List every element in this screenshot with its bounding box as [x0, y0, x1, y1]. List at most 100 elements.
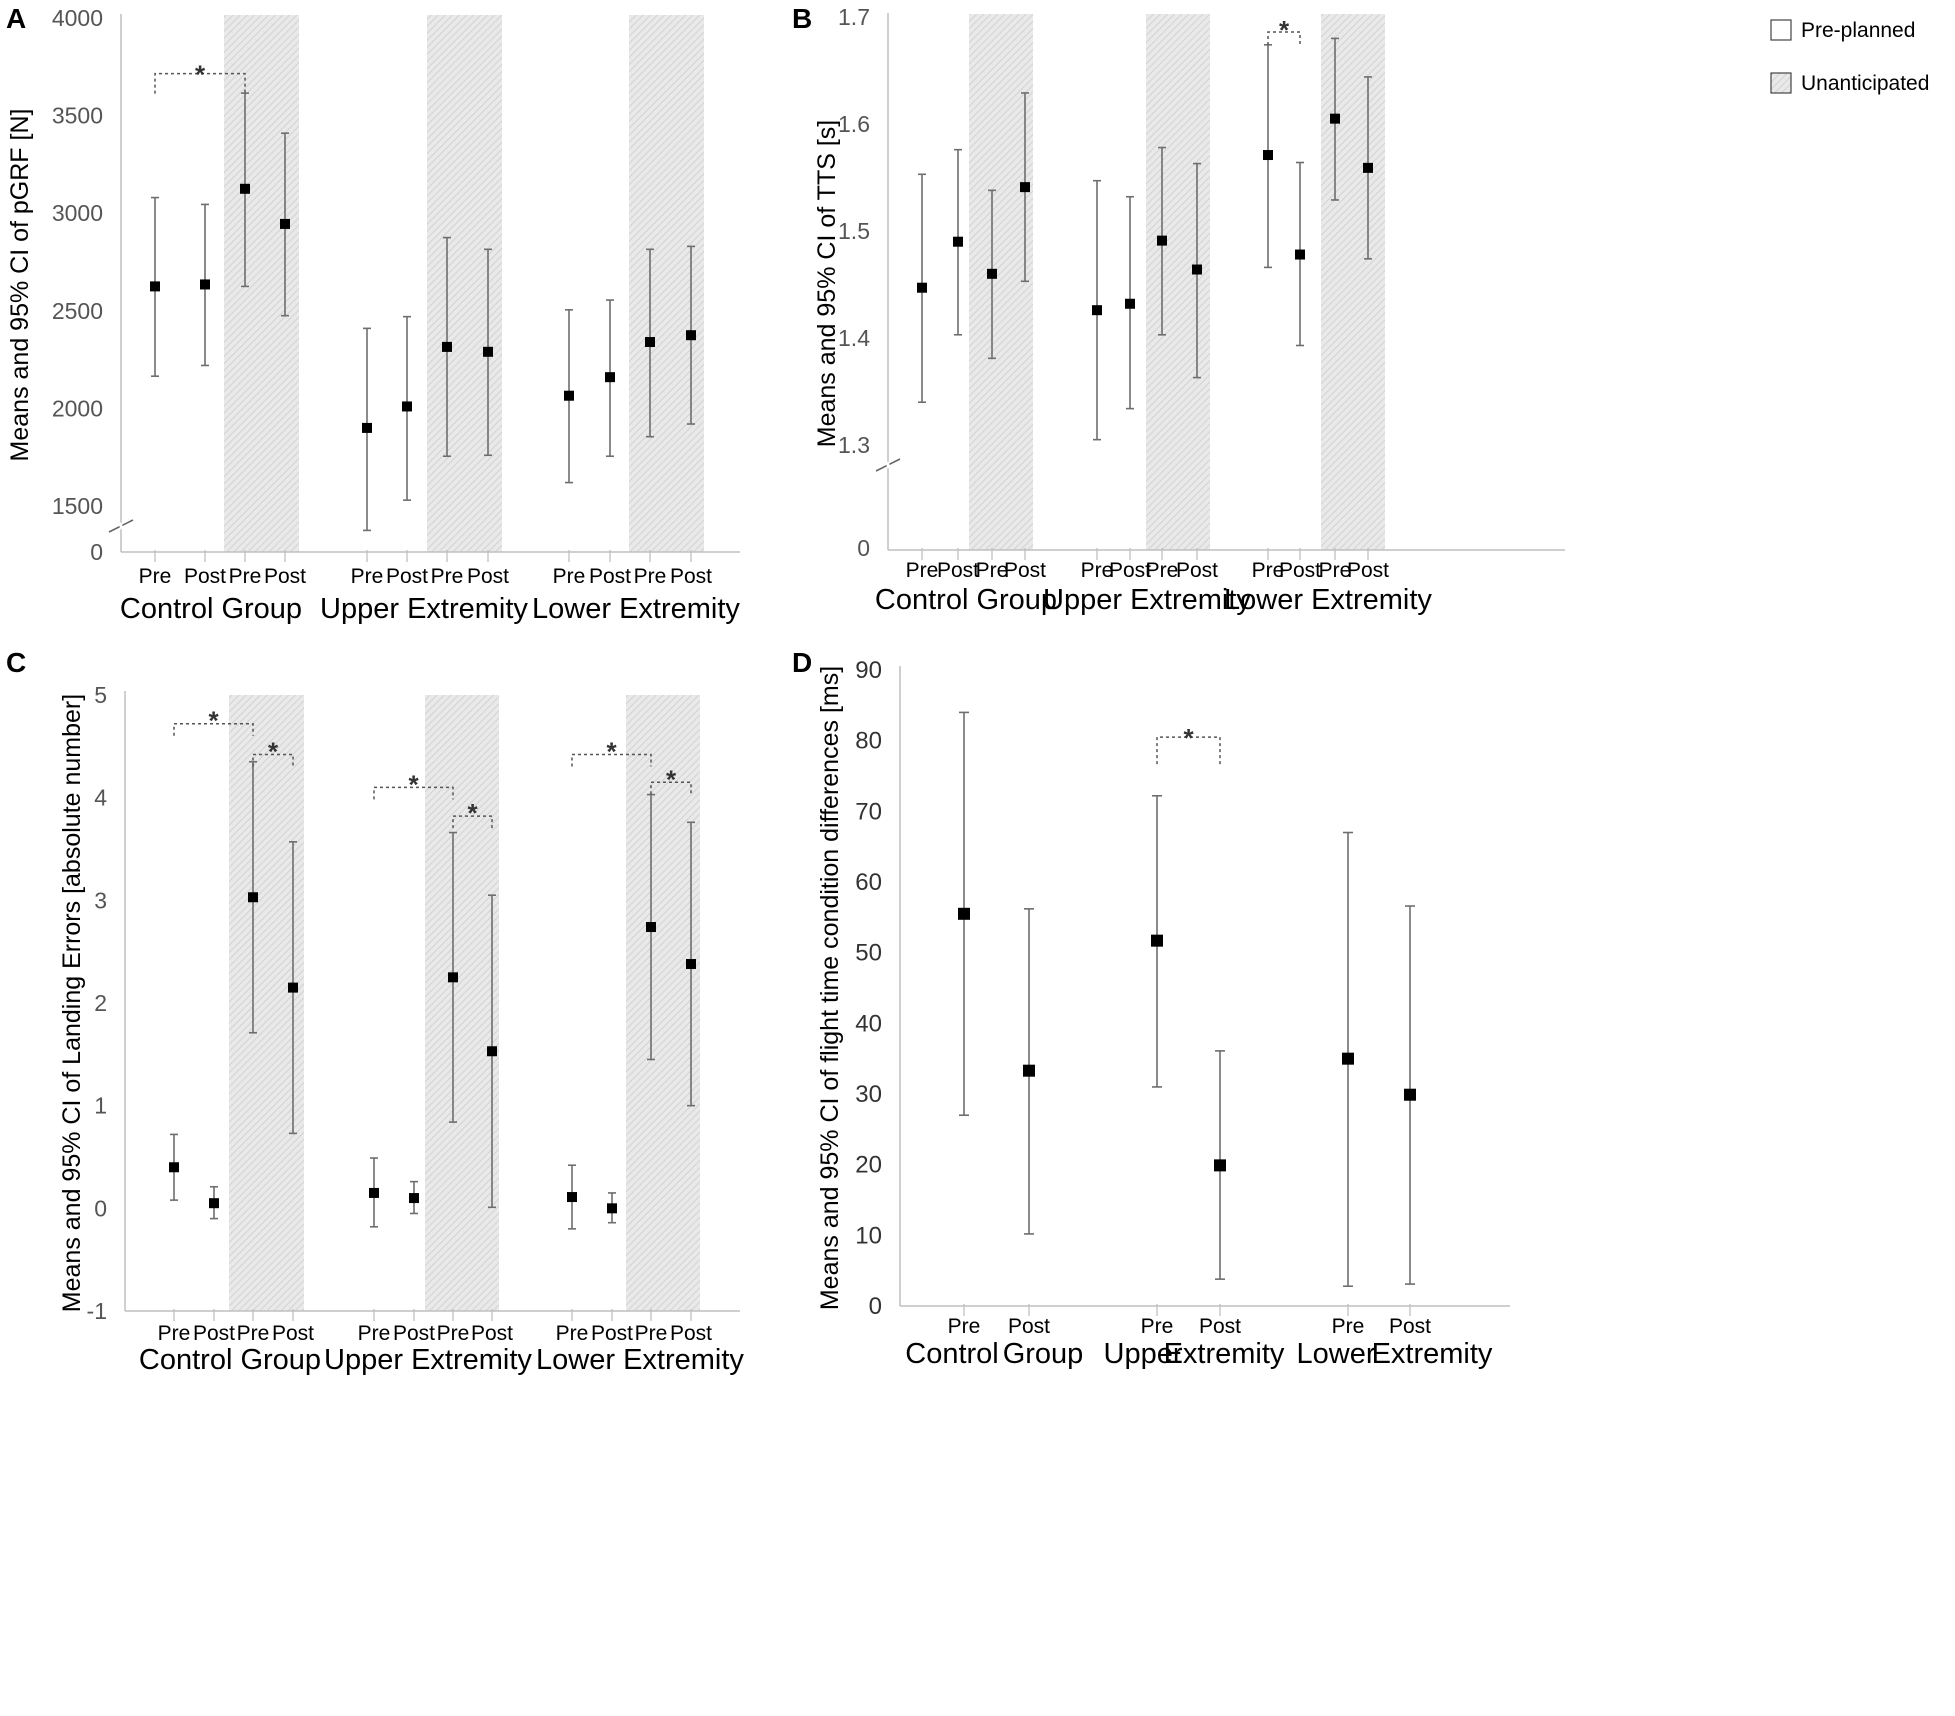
- x-category-label: Post: [272, 1322, 314, 1345]
- x-group-label: Group: [1003, 1338, 1084, 1370]
- y-tick-label: 3: [94, 887, 107, 913]
- mean-marker: [646, 922, 656, 933]
- x-group-label: Upper Extremity: [1043, 584, 1251, 616]
- x-category-label: Pre: [553, 565, 586, 588]
- unanticipated-shade: [626, 695, 700, 1311]
- x-group-label: Extremity: [1164, 1338, 1285, 1370]
- y-tick-label: 1.6: [838, 111, 870, 137]
- unanticipated-shade: [1146, 14, 1210, 550]
- significance-star: *: [408, 769, 419, 799]
- y-tick-label: 30: [855, 1081, 882, 1108]
- x-category-label: Post: [1199, 1315, 1241, 1338]
- x-group-label: Control Group: [139, 1344, 321, 1376]
- unanticipated-shade: [229, 695, 304, 1311]
- x-category-label: Post: [1347, 559, 1389, 582]
- mean-marker: [200, 279, 210, 290]
- mean-marker: [605, 372, 615, 383]
- mean-marker: [1157, 235, 1167, 246]
- y-tick-label: 2: [94, 990, 107, 1016]
- mean-marker: [958, 907, 970, 920]
- legend-label: Unanticipated: [1801, 72, 1929, 95]
- mean-marker: [1151, 934, 1163, 947]
- x-category-label: Pre: [437, 1322, 470, 1345]
- significance-star: *: [195, 60, 206, 90]
- x-category-label: Pre: [139, 565, 172, 588]
- y-tick-label: 40: [855, 1010, 882, 1037]
- x-category-label: Pre: [237, 1322, 270, 1345]
- x-category-label: Post: [1004, 559, 1046, 582]
- x-group-label: Lower Extremity: [1224, 584, 1432, 616]
- significance-bracket: [154, 72, 246, 94]
- mean-marker: [1295, 249, 1305, 260]
- y-tick-label: 4: [94, 785, 107, 811]
- x-group-label: Upper Extremity: [324, 1344, 532, 1376]
- x-category-label: Pre: [1146, 559, 1179, 582]
- panel-letter: D: [792, 647, 812, 678]
- mean-marker: [1342, 1052, 1354, 1065]
- y-tick-label: 1: [94, 1093, 107, 1119]
- x-category-label: Post: [1389, 1315, 1431, 1338]
- panel-letter: C: [6, 647, 26, 678]
- x-category-label: Post: [184, 565, 226, 588]
- x-group-label: Control Group: [120, 593, 302, 625]
- x-category-label: Pre: [1332, 1315, 1365, 1338]
- significance-star: *: [208, 706, 219, 736]
- x-group-label: Upper: [1104, 1338, 1183, 1370]
- mean-marker: [169, 1162, 179, 1173]
- legend-swatch-preplanned: [1770, 19, 1792, 41]
- x-category-label: Post: [467, 565, 509, 588]
- y-tick-label: -1: [87, 1298, 107, 1324]
- x-category-label: Pre: [556, 1322, 589, 1345]
- y-tick-label: 50: [855, 940, 882, 967]
- mean-marker: [248, 892, 258, 903]
- y-tick-label: 80: [855, 728, 882, 755]
- y-tick-label: 5: [94, 682, 107, 708]
- unanticipated-shade: [1321, 14, 1385, 550]
- axis-break-gap: [118, 522, 124, 530]
- y-tick-label: 1.5: [838, 218, 870, 244]
- mean-marker: [448, 972, 458, 983]
- y-tick-label: 4000: [52, 5, 103, 31]
- mean-marker: [1263, 150, 1273, 161]
- significance-bracket: [452, 815, 493, 829]
- y-tick-label: 3000: [52, 200, 103, 226]
- x-category-label: Pre: [1081, 559, 1114, 582]
- y-tick-label: 10: [855, 1222, 882, 1249]
- y-tick-label: 2000: [52, 395, 103, 421]
- significance-bracket: [252, 753, 294, 767]
- mean-marker: [409, 1193, 419, 1204]
- mean-marker: [1404, 1088, 1416, 1101]
- x-category-label: Post: [937, 559, 979, 582]
- x-group-label: Lower: [1297, 1338, 1376, 1370]
- x-category-label: Post: [193, 1322, 235, 1345]
- mean-marker: [1125, 298, 1135, 309]
- x-category-label: Post: [393, 1322, 435, 1345]
- x-category-label: Post: [1109, 559, 1151, 582]
- x-category-label: Post: [471, 1322, 513, 1345]
- y-tick-label: 1.3: [838, 432, 870, 458]
- mean-marker: [917, 282, 927, 293]
- unanticipated-shade: [224, 15, 299, 552]
- x-category-label: Post: [1176, 559, 1218, 582]
- x-category-label: Post: [1279, 559, 1321, 582]
- significance-bracket: [1156, 736, 1221, 765]
- mean-marker: [1363, 162, 1373, 173]
- x-group-label: Lower Extremity: [532, 593, 740, 625]
- x-category-label: Pre: [1252, 559, 1285, 582]
- mean-marker: [150, 281, 160, 292]
- panel-letter: A: [6, 3, 26, 34]
- y-tick-label: 0: [94, 1195, 107, 1221]
- x-category-label: Pre: [229, 565, 262, 588]
- unanticipated-shade: [629, 15, 704, 552]
- significance-star: *: [606, 737, 617, 767]
- panel-letter: B: [792, 3, 812, 34]
- mean-marker: [240, 183, 250, 194]
- x-category-label: Post: [264, 565, 306, 588]
- x-group-label: Control Group: [875, 584, 1057, 616]
- x-group-label: Extremity: [1372, 1338, 1493, 1370]
- significance-star: *: [1279, 15, 1290, 45]
- x-category-label: Pre: [431, 565, 464, 588]
- mean-marker: [1214, 1159, 1226, 1172]
- y-axis-label: Means and 95% CI of Landing Errors [abso…: [58, 694, 86, 1312]
